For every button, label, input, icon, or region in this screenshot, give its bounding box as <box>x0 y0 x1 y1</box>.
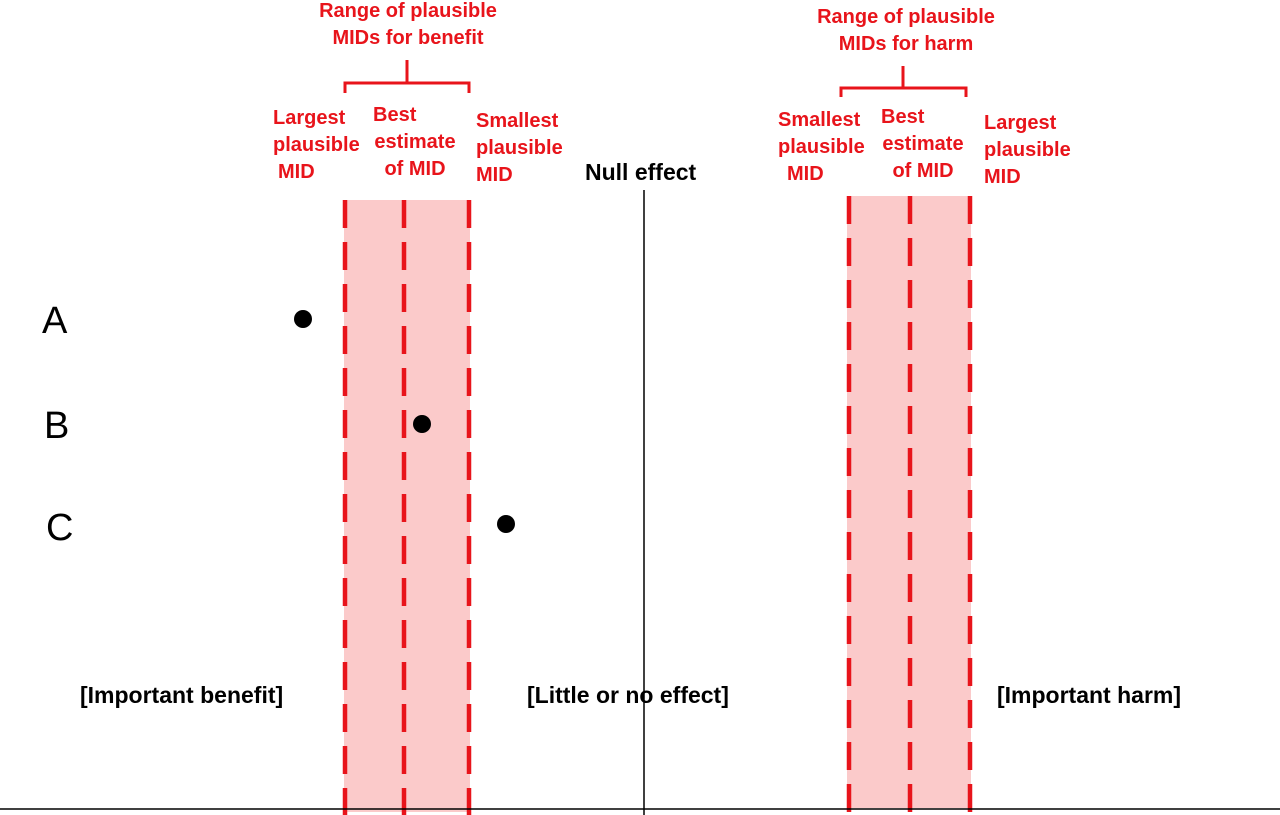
harm-smallest-line1: Smallest <box>778 109 861 131</box>
harm-largest-line2: plausible <box>984 139 1071 161</box>
benefit-smallest-line2: plausible <box>476 137 563 159</box>
benefit-range-title-line2: MIDs for benefit <box>332 27 484 49</box>
harm-largest-line3: MID <box>984 166 1021 188</box>
harm-range-title-line1: Range of plausible <box>817 6 995 28</box>
benefit-largest-label: Largest plausible MID <box>273 105 373 186</box>
benefit-smallest-line3: MID <box>476 164 513 186</box>
benefit-largest-line1: Largest <box>273 107 346 129</box>
benefit-best-line3: of MID <box>384 158 446 180</box>
harm-range-bracket <box>839 66 968 97</box>
benefit-range-bracket <box>343 60 471 93</box>
harm-largest-label: Largest plausible MID <box>984 110 1084 191</box>
harm-best-label: Best estimate of MID <box>875 104 971 185</box>
benefit-best-label: Best estimate of MID <box>368 102 462 183</box>
benefit-mid-band <box>344 200 470 812</box>
zone-little-or-no-effect: [Little or no effect] <box>527 682 729 708</box>
row-label-b: B <box>44 405 70 447</box>
row-label-a: A <box>42 300 68 342</box>
harm-best-line2: estimate <box>882 133 964 155</box>
zone-important-harm: [Important harm] <box>997 682 1181 708</box>
point-c <box>497 515 515 533</box>
benefit-best-line2: estimate <box>374 131 456 153</box>
benefit-range-title-line1: Range of plausible <box>319 0 497 22</box>
benefit-range-title: Range of plausible MIDs for benefit <box>296 0 520 52</box>
harm-range-title-line2: MIDs for harm <box>838 33 974 55</box>
zone-important-benefit: [Important benefit] <box>80 682 284 708</box>
harm-largest-line1: Largest <box>984 112 1057 134</box>
null-effect-label: Null effect <box>585 159 697 185</box>
benefit-largest-line3: MID <box>278 161 315 183</box>
harm-smallest-line2: plausible <box>778 136 865 158</box>
harm-smallest-label: Smallest plausible MID <box>778 107 870 188</box>
point-b <box>413 415 431 433</box>
point-a <box>294 310 312 328</box>
benefit-smallest-line1: Smallest <box>476 110 559 132</box>
harm-range-title: Range of plausible MIDs for harm <box>794 4 1018 58</box>
benefit-best-line1: Best <box>373 104 417 126</box>
harm-best-line1: Best <box>881 106 925 128</box>
row-label-c: C <box>46 507 74 549</box>
harm-smallest-line3: MID <box>787 163 824 185</box>
harm-best-line3: of MID <box>892 160 954 182</box>
benefit-smallest-label: Smallest plausible MID <box>476 108 576 189</box>
benefit-largest-line2: plausible <box>273 134 360 156</box>
